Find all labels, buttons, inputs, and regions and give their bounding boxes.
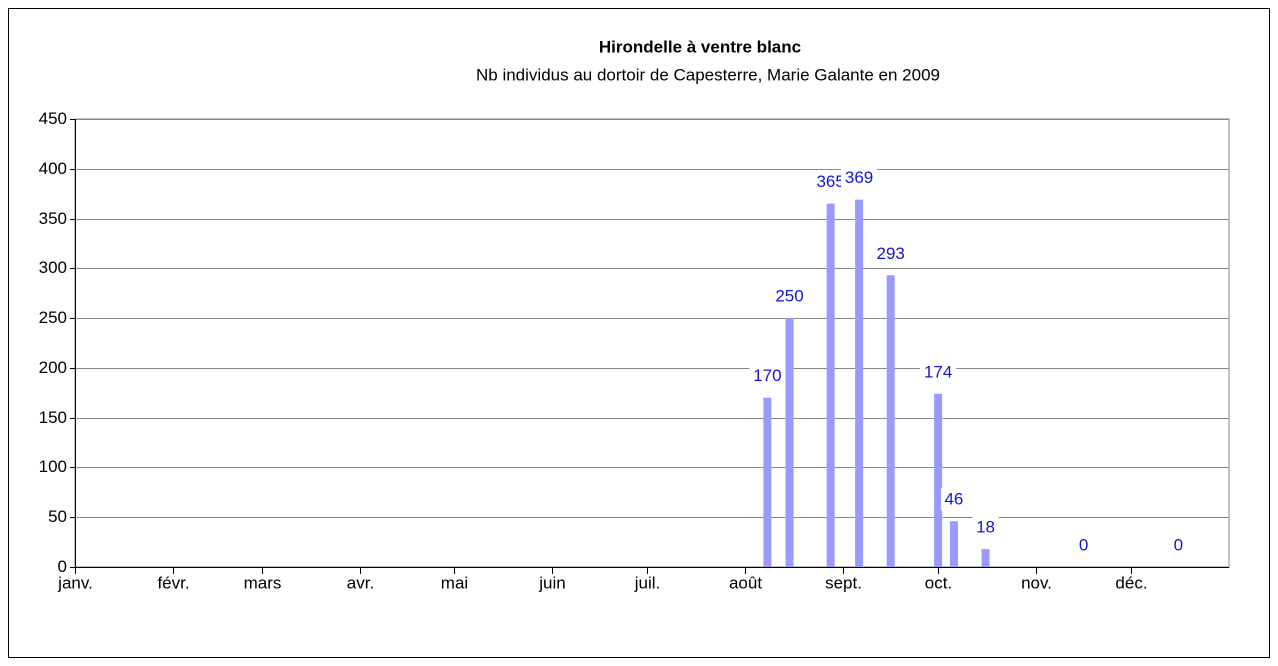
y-tick-label: 150 — [39, 408, 67, 427]
chart-subtitle: Nb individus au dortoir de Capesterre, M… — [476, 65, 940, 84]
y-tick-label: 250 — [39, 308, 67, 327]
data-label: 46 — [944, 490, 963, 509]
data-label-group: 293 — [872, 242, 909, 265]
chart-title: Hirondelle à ventre blanc — [599, 37, 801, 56]
y-tick-label: 200 — [39, 358, 67, 377]
data-label: 174 — [924, 362, 952, 381]
data-label: 250 — [775, 287, 803, 306]
y-tick-label: 450 — [39, 109, 67, 128]
x-tick-label: mai — [441, 573, 468, 592]
bar — [826, 203, 835, 567]
bar — [949, 521, 958, 567]
data-label-group: 369 — [841, 166, 878, 189]
label-layer: 170 250 365 369 293 174 46 18 0 0 — [749, 166, 1187, 556]
bar — [934, 393, 943, 567]
bar — [855, 199, 864, 567]
data-label: 293 — [877, 244, 905, 263]
y-tick-label: 400 — [39, 159, 67, 178]
x-tick-label: nov. — [1021, 573, 1052, 592]
grid-layer: 0 50 100 150 200 250 300 350 400 450 janv. févr. mar… — [39, 109, 1230, 592]
data-label-group: 174 — [920, 360, 957, 383]
y-tick-label: 100 — [39, 457, 67, 476]
bar — [763, 397, 772, 567]
data-label-background — [812, 170, 849, 193]
x-tick-label: déc. — [1115, 573, 1147, 592]
data-label-background — [972, 516, 999, 539]
bar — [785, 318, 794, 567]
bar — [981, 549, 990, 567]
x-tick-label: juin — [538, 573, 565, 592]
bar — [886, 275, 895, 567]
x-tick-label: sept. — [825, 573, 862, 592]
x-tick-label: févr. — [157, 573, 189, 592]
data-label: 170 — [753, 366, 781, 385]
data-label: 365 — [816, 172, 844, 191]
x-tick-label: avr. — [347, 573, 374, 592]
data-label-background — [1075, 534, 1092, 556]
data-label-background — [749, 364, 786, 387]
data-label: 0 — [1174, 535, 1183, 554]
y-tick-label: 50 — [48, 507, 67, 526]
data-label-background — [872, 242, 909, 265]
data-label-background — [940, 488, 967, 511]
data-label: 0 — [1079, 535, 1088, 554]
x-tick-label: janv. — [57, 573, 93, 592]
y-tick-label: 0 — [58, 557, 67, 576]
data-label-background — [771, 285, 808, 308]
x-tick-label: mars — [244, 573, 282, 592]
data-label-group: 170 — [749, 364, 786, 387]
y-tick-label: 300 — [39, 258, 67, 277]
data-label: 369 — [845, 168, 873, 187]
data-label-group: 18 — [972, 516, 999, 539]
y-tick-label: 350 — [39, 209, 67, 228]
data-label-background — [920, 360, 957, 383]
data-label-background — [1170, 534, 1187, 556]
data-label: 18 — [976, 518, 995, 537]
bar-layer — [763, 199, 990, 567]
data-label-group: 0 — [1170, 534, 1187, 556]
data-label-group: 250 — [771, 285, 808, 308]
data-label-group: 365 — [812, 170, 849, 193]
data-label-group: 0 — [1075, 534, 1092, 556]
x-tick-label: juil. — [634, 573, 661, 592]
chart-frame — [8, 8, 1270, 658]
data-label-background — [841, 166, 878, 189]
data-label-group: 46 — [940, 488, 967, 511]
x-tick-label: août — [729, 573, 762, 592]
x-tick-label: oct. — [925, 573, 952, 592]
